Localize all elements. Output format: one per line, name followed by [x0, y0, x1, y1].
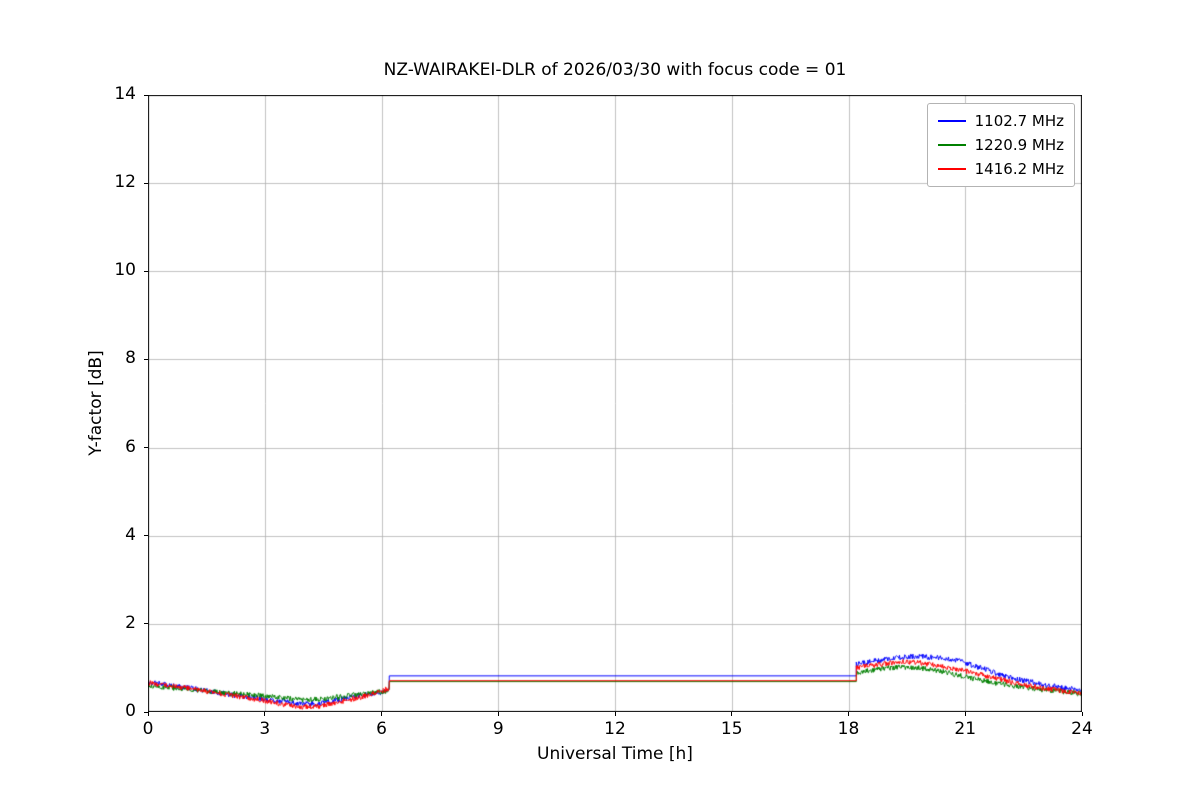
- y-tick-label: 2: [125, 612, 136, 633]
- x-tick-label: 9: [492, 719, 504, 739]
- legend-line-swatch: [937, 144, 966, 146]
- legend-label: 1102.7 MHz: [974, 112, 1064, 130]
- x-tick-label: 21: [954, 719, 977, 739]
- x-tick-mark: [381, 712, 382, 716]
- y-tick-label: 14: [114, 84, 136, 104]
- y-tick-mark: [144, 94, 148, 96]
- y-tick-mark: [144, 358, 148, 360]
- legend-line-swatch: [937, 168, 966, 170]
- y-tick-label: 6: [125, 436, 136, 457]
- x-axis-ticks: 0 3 6 9 12 15 18 21 24: [143, 712, 1093, 744]
- x-tick-label: 0: [142, 719, 154, 739]
- x-tick-mark: [147, 712, 149, 716]
- legend-item: 1416.2 MHz: [937, 160, 1064, 178]
- x-tick-mark: [964, 712, 966, 716]
- x-tick-label: 3: [259, 719, 271, 739]
- legend-line-swatch: [937, 120, 966, 122]
- legend-label: 1220.9 MHz: [974, 136, 1064, 154]
- y-axis-ticks: 0 2 4 6 8 10 12 14: [0, 84, 148, 721]
- x-tick-mark: [848, 712, 849, 716]
- y-tick-label: 8: [125, 348, 136, 369]
- x-tick-label: 24: [1071, 719, 1093, 739]
- y-tick-mark: [144, 447, 148, 449]
- x-tick-mark: [731, 712, 733, 716]
- y-tick-label: 4: [125, 524, 136, 545]
- legend: 1102.7 MHz 1220.9 MHz 1416.2 MHz: [926, 103, 1075, 187]
- x-tick-label: 12: [604, 719, 626, 739]
- x-tick-mark: [497, 712, 499, 716]
- legend-label: 1416.2 MHz: [974, 160, 1064, 178]
- plot-canvas: [148, 95, 1082, 712]
- x-axis-label: Universal Time [h]: [537, 744, 693, 764]
- legend-item: 1220.9 MHz: [937, 136, 1064, 154]
- x-tick-mark: [1081, 712, 1083, 716]
- y-tick-mark: [144, 711, 148, 713]
- y-tick-mark: [144, 623, 148, 625]
- x-tick-label: 15: [720, 719, 743, 739]
- plot-area: 1102.7 MHz 1220.9 MHz 1416.2 MHz: [148, 95, 1082, 712]
- x-tick-mark: [614, 712, 616, 716]
- x-tick-label: 18: [837, 719, 860, 739]
- y-tick-mark: [144, 182, 148, 184]
- legend-item: 1102.7 MHz: [937, 112, 1064, 130]
- chart-title: NZ-WAIRAKEI-DLR of 2026/03/30 with focus…: [383, 60, 847, 80]
- y-tick-label: 12: [114, 172, 136, 193]
- y-tick-mark: [144, 535, 148, 537]
- y-tick-mark: [144, 270, 148, 272]
- x-tick-mark: [264, 712, 266, 716]
- y-tick-label: 10: [114, 260, 136, 281]
- y-tick-label: 0: [125, 701, 136, 721]
- x-tick-label: 6: [376, 719, 387, 739]
